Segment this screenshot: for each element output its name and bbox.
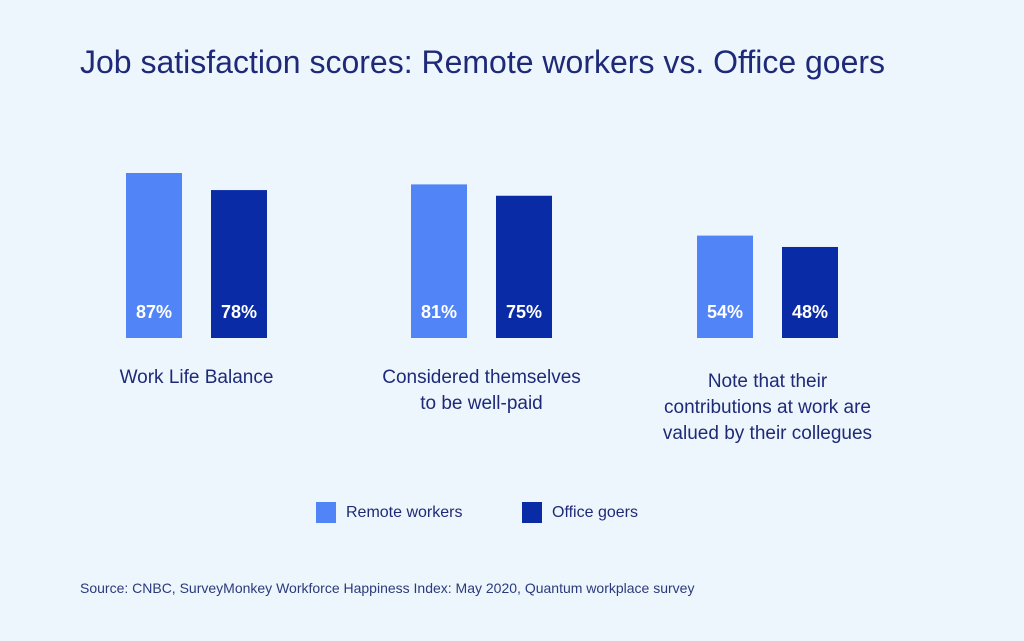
category-label-line: contributions at work are <box>664 397 871 418</box>
bar-value-label-remote-1: 87% <box>136 302 172 322</box>
category-label-line: valued by their collegues <box>662 423 873 444</box>
bar-office-2 <box>496 195 552 338</box>
legend-item-remote: Remote workers <box>316 502 462 523</box>
bar-office-1 <box>211 190 267 338</box>
category-label-line: Considered themselves <box>382 367 581 388</box>
legend-item-office: Office goers <box>522 502 638 523</box>
category-label-2: Considered themselves to be well-paid <box>342 365 622 417</box>
bar-remote-2 <box>411 184 467 338</box>
category-label-3: Note that their contributions at work are… <box>628 369 908 447</box>
legend: Remote workers Office goers <box>0 502 1024 528</box>
bar-remote-1 <box>126 173 182 338</box>
source-note: Source: CNBC, SurveyMonkey Workforce Hap… <box>80 580 695 596</box>
category-label-line: to be well-paid <box>420 393 543 414</box>
bar-value-label-office-3: 48% <box>792 302 828 322</box>
category-label-line: Note that their <box>707 371 828 392</box>
category-label-1: Work Life Balance <box>57 365 337 391</box>
bar-value-label-remote-2: 81% <box>421 302 457 322</box>
legend-swatch-remote <box>316 502 336 523</box>
legend-label-remote: Remote workers <box>346 503 463 521</box>
bar-office-3 <box>782 246 838 338</box>
bar-remote-3 <box>697 235 753 338</box>
bar-value-label-office-1: 78% <box>221 302 257 322</box>
legend-swatch-office <box>522 502 542 523</box>
bar-value-label-remote-3: 54% <box>707 302 743 322</box>
category-label-line: Work Life Balance <box>119 367 274 388</box>
legend-label-office: Office goers <box>552 503 638 521</box>
bar-value-label-office-2: 75% <box>506 302 542 322</box>
chart-title: Job satisfaction scores: Remote workers … <box>80 44 886 80</box>
